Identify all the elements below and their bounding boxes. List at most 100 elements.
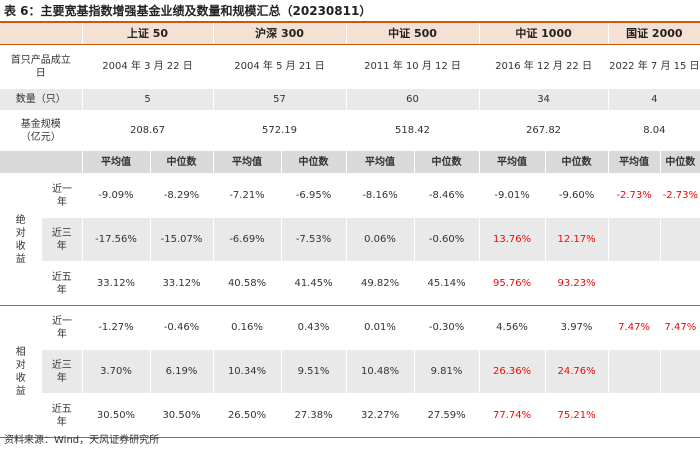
value-cell: 30.50% — [81, 393, 150, 438]
value-cell: -8.29% — [149, 173, 214, 218]
value-cell: 30.50% — [149, 393, 214, 438]
table-row: 绝对收益 近一年 -9.09% -8.29% -7.21% -6.95% -8.16% -8.… — [0, 173, 700, 306]
period-label: 近五年 — [42, 261, 82, 306]
period-label: 近五年 — [42, 393, 82, 438]
value-cell — [607, 349, 661, 394]
fund-count: 57 — [212, 88, 347, 111]
stat-header-mean: 平均值 — [345, 150, 415, 174]
stat-header-median: 中位数 — [544, 150, 609, 174]
group-label: 绝对收益 — [0, 173, 42, 306]
fund-count: 4 — [607, 88, 700, 111]
value-cell: 9.51% — [280, 349, 347, 394]
inception-date: 2004 年 3 月 22 日 — [81, 44, 214, 89]
fund-count: 60 — [345, 88, 480, 111]
stat-header-mean: 平均值 — [81, 150, 150, 174]
value-cell: 3.70% — [81, 349, 150, 394]
table-title: 表 6：主要宽基指数增强基金业绩及数量和规模汇总（20230811） — [4, 4, 372, 18]
table-row: 近三年 3.70% 6.19% 10.34% 9.51% 10.48% 9.81% 26.36… — [0, 349, 700, 394]
period-label: 近一年 — [41, 305, 82, 350]
value-cell: -0.46% — [149, 305, 214, 350]
value-cell: -0.60% — [413, 217, 480, 262]
stat-header-mean: 平均值 — [212, 150, 282, 174]
value-cell: 77.74% — [478, 393, 546, 438]
value-cell: -8.16% — [345, 173, 415, 218]
fund-size: 267.82 — [478, 110, 609, 151]
value-cell: 0.01% — [345, 305, 415, 350]
stat-header-median: 中位数 — [280, 150, 347, 174]
value-cell: -8.46% — [413, 173, 480, 218]
fund-summary-table: 上证 50 沪深 300 中证 500 中证 1000 国证 2000 首只产品… — [0, 23, 700, 438]
value-cell: 95.76% — [478, 261, 546, 306]
value-cell: 27.59% — [413, 393, 480, 438]
index-header: 中证 1000 — [478, 23, 609, 45]
inception-date: 2011 年 10 月 12 日 — [345, 44, 480, 89]
value-cell: -2.73% — [659, 173, 700, 218]
index-header-row: 上证 50 沪深 300 中证 500 中证 1000 国证 2000 — [0, 23, 700, 45]
stat-header-median: 中位数 — [149, 150, 214, 174]
index-header: 上证 50 — [81, 23, 214, 45]
value-cell: 9.81% — [413, 349, 480, 394]
row-label: 数量（只） — [0, 88, 82, 111]
value-cell: 40.58% — [212, 261, 282, 306]
stat-header-median: 中位数 — [413, 150, 480, 174]
value-cell — [659, 349, 700, 394]
value-cell: 0.06% — [345, 217, 415, 262]
value-cell: 13.76% — [478, 217, 546, 262]
value-cell: -6.69% — [212, 217, 282, 262]
value-cell: 45.14% — [413, 261, 480, 306]
table-row: 近三年 -17.56% -15.07% -6.69% -7.53% 0.06% -0.60%… — [0, 217, 700, 262]
value-cell: 12.17% — [544, 217, 609, 262]
value-cell: 6.19% — [149, 349, 214, 394]
value-cell: 0.43% — [280, 305, 347, 350]
fund-size: 208.67 — [81, 110, 214, 151]
row-label: 基金规模（亿元） — [0, 110, 82, 151]
value-cell: 33.12% — [149, 261, 214, 306]
corner-cell — [0, 23, 82, 45]
value-cell: 10.34% — [212, 349, 282, 394]
stat-header-row: 平均值 中位数 平均值 中位数 平均值 中位数 平均值 中位数 平均值 中位数 — [0, 150, 700, 174]
table-row: 近五年 33.12% 33.12% 40.58% 41.45% 49.82% 45.14% 9… — [0, 261, 700, 306]
value-cell: -1.27% — [81, 305, 150, 350]
value-cell: 33.12% — [81, 261, 150, 306]
inception-date: 2004 年 5 月 21 日 — [212, 44, 347, 89]
stat-header-mean: 平均值 — [607, 150, 661, 174]
period-label: 近三年 — [42, 217, 82, 262]
value-cell — [607, 217, 661, 262]
value-cell: -7.21% — [212, 173, 282, 218]
value-cell — [659, 217, 700, 262]
group-label: 相对收益 — [0, 305, 42, 438]
value-cell: 26.36% — [478, 349, 546, 394]
value-cell: -9.09% — [81, 173, 150, 218]
value-cell: 32.27% — [345, 393, 415, 438]
value-cell: 27.38% — [280, 393, 347, 438]
value-cell: -15.07% — [149, 217, 214, 262]
value-cell: -0.30% — [413, 305, 480, 350]
size-row: 基金规模（亿元） 208.67 572.19 518.42 267.82 8.0… — [0, 110, 700, 151]
inception-row: 首只产品成立日 2004 年 3 月 22 日 2004 年 5 月 21 日 … — [0, 44, 700, 89]
value-cell: -9.01% — [478, 173, 546, 218]
table-row: 相对收益 近一年 -1.27% -0.46% 0.16% 0.43% 0.01% -0.30%… — [0, 305, 700, 438]
table-row: 近五年 30.50% 30.50% 26.50% 27.38% 32.27% 27.59% 7… — [0, 393, 700, 438]
value-cell: -17.56% — [81, 217, 150, 262]
index-header: 中证 500 — [345, 23, 480, 45]
index-header: 沪深 300 — [212, 23, 347, 45]
row-label: 首只产品成立日 — [0, 44, 82, 89]
fund-size: 518.42 — [345, 110, 480, 151]
value-cell: -9.60% — [544, 173, 609, 218]
value-cell: 93.23% — [544, 261, 609, 306]
value-cell: 4.56% — [478, 305, 546, 350]
fund-size: 8.04 — [607, 110, 700, 151]
count-row: 数量（只） 5 57 60 34 4 — [0, 88, 700, 111]
value-cell — [607, 393, 661, 438]
value-cell: 0.16% — [212, 305, 282, 350]
value-cell — [659, 261, 700, 306]
value-cell: 7.47% — [659, 305, 700, 350]
period-label: 近三年 — [42, 349, 82, 394]
value-cell: -7.53% — [280, 217, 347, 262]
corner-cell — [0, 150, 82, 174]
value-cell: 10.48% — [345, 349, 415, 394]
value-cell: 26.50% — [212, 393, 282, 438]
value-cell: 49.82% — [345, 261, 415, 306]
fund-count: 34 — [478, 88, 609, 111]
value-cell — [659, 393, 700, 438]
